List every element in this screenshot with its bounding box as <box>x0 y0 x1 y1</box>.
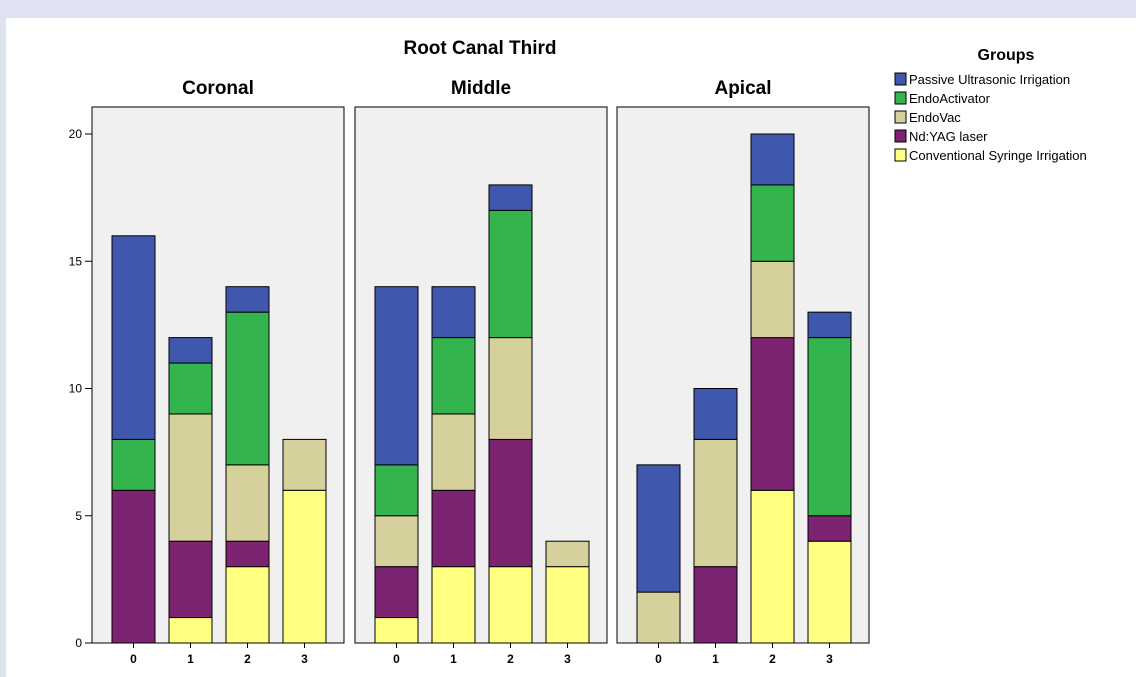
legend-label: Conventional Syringe Irrigation <box>909 148 1087 163</box>
bar-segment <box>374 566 419 619</box>
legend: Groups Passive Ultrasonic Irrigation Endo… <box>894 47 1087 163</box>
bar-segment <box>168 413 213 542</box>
y-tick-label: 20 <box>69 127 83 141</box>
panel-title: Middle <box>451 78 511 99</box>
bar-segment <box>374 617 419 644</box>
legend-swatch <box>894 72 907 86</box>
legend-title: Groups <box>978 47 1035 64</box>
bar-segment <box>168 337 213 364</box>
bar-segment <box>750 184 795 262</box>
legend-label: Passive Ultrasonic Irrigation <box>909 72 1070 87</box>
bar-segment <box>807 311 852 339</box>
x-tick-label: 0 <box>393 652 400 666</box>
bar-segment <box>431 286 476 339</box>
legend-swatch <box>894 91 907 105</box>
bar-segment <box>545 540 590 568</box>
bar-segment <box>431 566 476 644</box>
bar-segment <box>168 362 213 415</box>
y-tick-label: 10 <box>69 382 83 396</box>
bar-segment <box>168 540 213 619</box>
bar-segment <box>488 337 533 440</box>
bar-segment <box>693 388 738 440</box>
y-tick-label: 15 <box>69 254 83 268</box>
legend-swatch <box>894 148 907 162</box>
bar-segment <box>225 540 270 568</box>
bar-segment <box>693 438 738 568</box>
bar-segment <box>488 438 533 568</box>
chart-title: Root Canal Third <box>403 38 556 59</box>
x-tick-label: 2 <box>769 652 776 666</box>
legend-label: EndoVac <box>909 110 961 125</box>
bar-segment <box>374 515 419 568</box>
legend-label: EndoActivator <box>909 91 991 106</box>
bar-segment <box>750 260 795 339</box>
panels: Coronal 0 1 2 3 Middle 0 1 2 3 Apical 0 1 2 3 <box>91 78 870 666</box>
bar-segment <box>374 286 419 466</box>
bar-segment <box>111 235 156 440</box>
x-tick-label: 3 <box>564 652 571 666</box>
x-tick-label: 2 <box>244 652 251 666</box>
x-tick-label: 3 <box>826 652 833 666</box>
bar-segment <box>488 209 533 339</box>
panel-coronal: Coronal 0 1 2 3 <box>91 78 345 666</box>
bar-segment <box>750 489 795 644</box>
bar-segment <box>488 184 533 211</box>
bar-segment <box>111 489 156 644</box>
x-tick-label: 1 <box>450 652 457 666</box>
x-tick-label: 1 <box>712 652 719 666</box>
chart-frame: Root Canal Third Coronal 0 1 2 3 Middle 0 1 2 3 Ap… <box>6 18 1136 677</box>
bar-segment <box>807 337 852 517</box>
bar-segment <box>168 617 213 644</box>
bar-segment <box>750 337 795 491</box>
bar-segment <box>225 311 270 466</box>
panel-title: Coronal <box>182 78 254 99</box>
x-tick-label: 0 <box>655 652 662 666</box>
bar-segment <box>750 133 795 186</box>
x-tick-label: 2 <box>507 652 514 666</box>
bar-segment <box>488 566 533 644</box>
x-tick-label: 1 <box>187 652 194 666</box>
bar-segment <box>636 591 681 644</box>
legend-swatch <box>894 110 907 124</box>
legend-label: Nd:YAG laser <box>909 129 988 144</box>
x-tick-label: 0 <box>130 652 137 666</box>
panel-apical: Apical 0 1 2 3 <box>616 78 870 666</box>
x-tick-label: 3 <box>301 652 308 666</box>
bar-segment <box>431 413 476 491</box>
bar-segment <box>431 337 476 415</box>
bar-segment <box>431 489 476 568</box>
y-tick-label: 5 <box>75 509 82 523</box>
bar-segment <box>807 515 852 542</box>
bar-segment <box>282 438 327 491</box>
bar-segment <box>111 438 156 491</box>
bar-segment <box>807 540 852 644</box>
y-axis: 0 5 10 15 20 <box>69 127 93 650</box>
bar-segment <box>225 464 270 542</box>
panel-title: Apical <box>714 78 771 99</box>
bar-segment <box>545 566 590 644</box>
bar-segment <box>282 489 327 644</box>
panel-middle: Middle 0 1 2 3 <box>354 78 608 666</box>
y-tick-label: 0 <box>75 636 82 650</box>
bar-segment <box>693 566 738 644</box>
legend-swatch <box>894 129 907 143</box>
bar-segment <box>225 566 270 644</box>
bar-segment <box>225 286 270 313</box>
bar-segment <box>636 464 681 593</box>
bar-segment <box>374 464 419 517</box>
